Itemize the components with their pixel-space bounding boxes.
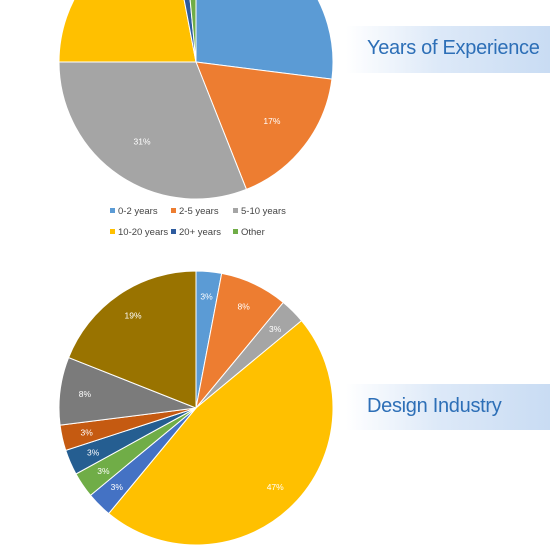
legend-label-2-5-years: 2-5 years	[179, 206, 219, 217]
experience-slice-20-years	[183, 0, 197, 63]
experience-slice-2-5-years	[195, 61, 333, 191]
legend-experience: 0-2 years 2-5 years 5-10 years 10-20 years 2…	[110, 206, 286, 238]
legend-label-5-10-years: 5-10 years	[241, 206, 286, 217]
industry-data-label-3: 3%	[269, 324, 282, 334]
industry-data-label-7: 3%	[87, 448, 100, 458]
legend-label-0-2-years: 0-2 years	[118, 206, 158, 217]
experience-slice-0-2-years	[195, 0, 334, 80]
industry-slice-10	[67, 270, 197, 409]
experience-slice-10-20-years	[58, 0, 197, 63]
legend-swatch-20-years	[171, 229, 176, 234]
legend-label-other: Other	[241, 227, 265, 238]
industry-data-label-2: 8%	[238, 302, 251, 312]
banner-title-industry: Design Industry	[367, 395, 502, 417]
pie-chart-experience: 17% 31%	[58, 0, 334, 200]
industry-data-label-9: 8%	[79, 389, 92, 399]
legend-swatch-2-5-years	[171, 208, 176, 213]
banner-years-of-experience: Years of Experience	[346, 26, 550, 73]
legend-label-10-20-years: 10-20 years	[118, 227, 168, 238]
experience-data-label-2: 17%	[263, 116, 280, 126]
legend-swatch-0-2-years	[110, 208, 115, 213]
experience-data-label-3: 31%	[133, 136, 150, 146]
experience-slice-5-10-years	[58, 61, 248, 200]
banner-design-industry: Design Industry	[346, 384, 550, 430]
legend-label-20-years: 20+ years	[179, 227, 221, 238]
experience-slice-other	[189, 0, 197, 63]
industry-data-label-4: 47%	[267, 482, 284, 492]
industry-data-label-5: 3%	[111, 482, 124, 492]
pie-chart-industry: 3%8%3%47%3%3%3%3%8%19%	[58, 270, 334, 546]
industry-data-label-1: 3%	[200, 292, 213, 302]
legend-swatch-10-20-years	[110, 229, 115, 234]
industry-data-label-8: 3%	[81, 427, 94, 437]
legend-swatch-5-10-years	[233, 208, 238, 213]
legend-swatch-other	[233, 229, 238, 234]
banner-title-experience: Years of Experience	[367, 37, 540, 59]
industry-data-label-6: 3%	[97, 466, 110, 476]
industry-data-label-10: 19%	[124, 310, 141, 320]
industry-slice-4	[107, 319, 334, 546]
